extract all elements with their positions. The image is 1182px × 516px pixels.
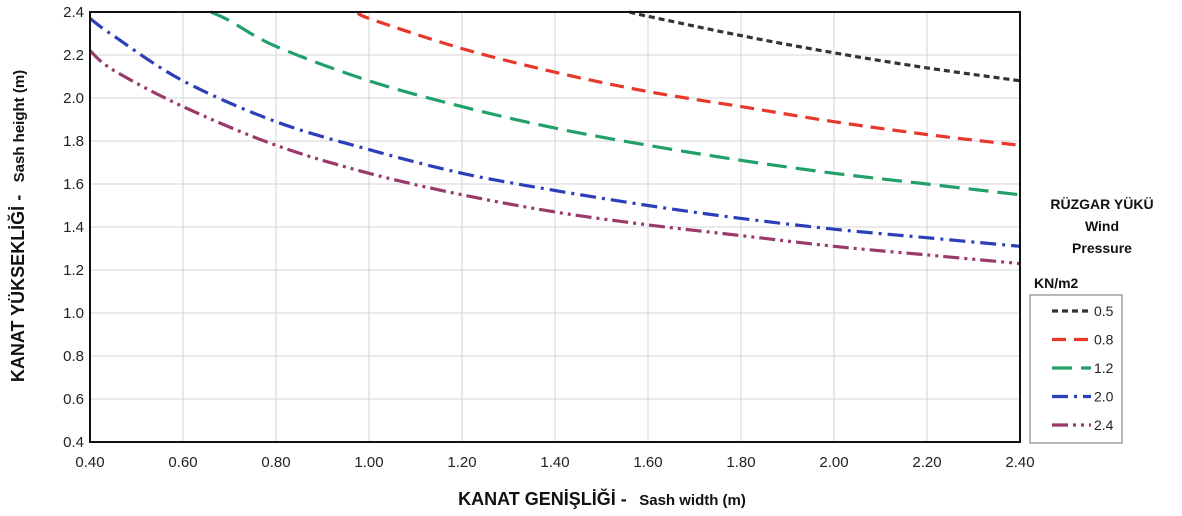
legend-title-line3: Pressure (1072, 240, 1132, 256)
x-tick-label: 1.00 (354, 454, 383, 471)
plot-frame (89, 11, 1021, 443)
series-line-1.2 (210, 10, 1021, 197)
x-tick-label: 1.40 (540, 454, 569, 471)
y-tick-label: 0.6 (63, 391, 84, 408)
legend-title-line1: RÜZGAR YÜKÜ (1050, 196, 1153, 212)
y-tick-label: 2.0 (63, 90, 84, 107)
series-line-0.5 (629, 10, 1021, 83)
grid-lines (89, 11, 1021, 443)
y-axis-title: KANAT YÜKSEKLİĞİ - Sash height (m) (7, 70, 28, 382)
y-tick-label: 2.4 (63, 4, 84, 21)
y-tick-label: 1.2 (63, 262, 84, 279)
x-tick-label: 0.60 (168, 454, 197, 471)
legend-items: 0.5 0.8 1.2 2.0 2.4 (1052, 303, 1114, 433)
series-line-2.4 (88, 49, 1021, 266)
legend-label: 0.5 (1094, 303, 1114, 319)
x-axis-title-sub: Sash width (m) (639, 492, 746, 509)
legend-label: 2.0 (1094, 389, 1114, 405)
series-line-0.8 (356, 10, 1021, 147)
legend-box (1029, 294, 1123, 444)
y-tick-label: 2.2 (63, 47, 84, 64)
x-axis-title-main: KANAT GENİŞLİĞİ - (458, 488, 627, 509)
legend-title-line2: Wind (1085, 218, 1119, 234)
y-tick-label: 0.8 (63, 348, 84, 365)
x-axis-title: KANAT GENİŞLİĞİ - Sash width (m) (458, 488, 746, 509)
y-tick-label: 1.6 (63, 176, 84, 193)
x-tick-label: 1.60 (633, 454, 662, 471)
series-lines (88, 10, 1021, 266)
y-axis-title-main: KANAT YÜKSEKLİĞİ - (7, 195, 28, 382)
x-tick-label: 2.00 (819, 454, 848, 471)
series-line-2.0 (89, 17, 1021, 248)
legend-label: 2.4 (1094, 417, 1114, 433)
x-tick-labels: 0.40 0.60 0.80 1.00 1.20 1.40 1.60 1.80 2.00 2.20… (75, 454, 1034, 471)
legend-unit: KN/m2 (1034, 275, 1079, 291)
y-tick-label: 1.8 (63, 133, 84, 150)
x-tick-label: 2.40 (1005, 454, 1034, 471)
y-tick-labels: 0.4 0.6 0.8 1.0 1.2 1.4 1.6 1.8 2.0 2.2 2.4 (63, 4, 84, 451)
y-axis-title-sub: Sash height (m) (11, 70, 28, 183)
legend-label: 0.8 (1094, 332, 1114, 348)
y-tick-label: 0.4 (63, 434, 84, 451)
x-tick-label: 1.20 (447, 454, 476, 471)
y-tick-label: 1.4 (63, 219, 84, 236)
x-tick-label: 0.80 (261, 454, 290, 471)
legend-label: 1.2 (1094, 360, 1114, 376)
x-tick-label: 2.20 (912, 454, 941, 471)
x-tick-label: 0.40 (75, 454, 104, 471)
y-tick-label: 1.0 (63, 305, 84, 322)
x-tick-label: 1.80 (726, 454, 755, 471)
